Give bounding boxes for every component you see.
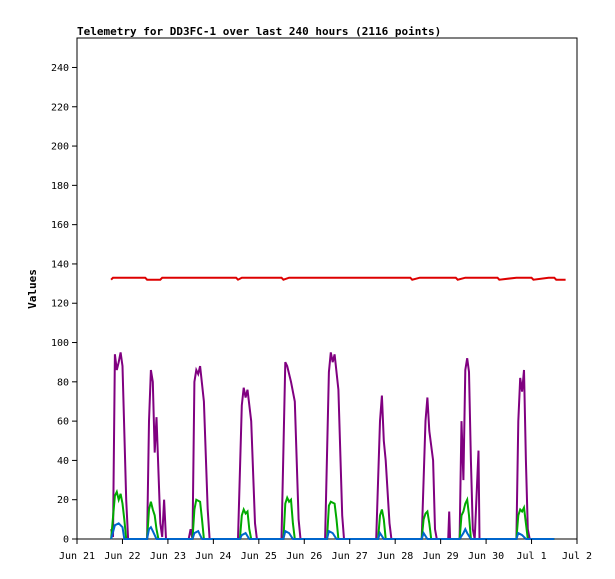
y-tick-label: 100 — [51, 338, 69, 349]
x-tick-label: Jun 22 — [104, 551, 140, 562]
x-axis: Jun 21 Jun 22 Jun 23 Jun 24 Jun 25 Jun 26 Jun … — [59, 539, 592, 562]
x-tick-label: Jul 1 — [516, 551, 546, 562]
y-axis: 0 20 40 60 80 100 120 140 160 180 200 220 240 — [51, 63, 77, 546]
y-tick-label: 180 — [51, 181, 69, 192]
x-tick-label: Jun 29 — [423, 551, 459, 562]
x-tick-label: Jun 28 — [377, 551, 413, 562]
y-tick-label: 160 — [51, 220, 69, 231]
y-axis-label: Values — [26, 269, 39, 309]
y-tick-label: 200 — [51, 142, 69, 153]
x-tick-label: Jun 27 — [332, 551, 368, 562]
y-tick-label: 80 — [57, 377, 69, 388]
x-tick-label: Jun 30 — [468, 551, 504, 562]
y-tick-label: 0 — [63, 535, 69, 546]
series-line-4 — [110, 522, 555, 540]
series-line-3 — [110, 488, 555, 540]
x-tick-label: Jun 25 — [241, 551, 277, 562]
chart-title: Telemetry for DD3FC-1 over last 240 hour… — [77, 25, 441, 38]
y-tick-label: 20 — [57, 495, 69, 506]
y-tick-label: 40 — [57, 456, 69, 467]
x-tick-label: Jun 24 — [195, 551, 231, 562]
y-tick-label: 60 — [57, 417, 69, 428]
series-layer — [110, 276, 566, 540]
y-tick-label: 240 — [51, 63, 69, 74]
y-tick-label: 120 — [51, 299, 69, 310]
y-tick-label: 220 — [51, 102, 69, 113]
series-line-1 — [110, 276, 566, 281]
x-tick-label: Jun 26 — [286, 551, 322, 562]
x-tick-label: Jun 23 — [150, 551, 186, 562]
x-tick-label: Jun 21 — [59, 551, 95, 562]
x-tick-label: Jul 2 — [562, 551, 592, 562]
y-tick-label: 140 — [51, 259, 69, 270]
